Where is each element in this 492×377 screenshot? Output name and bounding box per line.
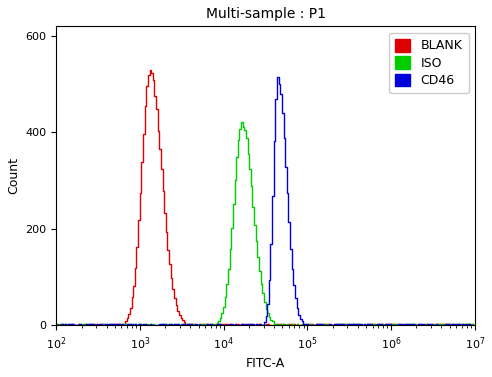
BLANK [187,322,193,327]
CD46 [214,322,219,327]
BLANK [395,322,401,326]
Y-axis label: Count: Count [7,157,20,194]
ISO [238,120,244,124]
BLANK [94,323,100,328]
Title: Multi-sample : P1: Multi-sample : P1 [206,7,326,21]
BLANK [147,68,153,72]
Line: ISO: ISO [57,122,473,325]
ISO [395,323,401,327]
CD46 [186,322,192,327]
ISO [152,323,157,328]
CD46 [395,322,401,326]
BLANK [263,322,269,326]
Line: BLANK: BLANK [57,70,473,325]
BLANK [210,323,216,327]
CD46 [470,323,476,327]
CD46 [57,323,62,327]
Legend: BLANK, ISO, CD46: BLANK, ISO, CD46 [389,32,468,93]
ISO [263,306,269,311]
BLANK [470,323,476,327]
CD46 [237,322,243,327]
ISO [209,323,215,327]
BLANK [215,322,221,326]
BLANK [238,322,244,326]
X-axis label: FITC-A: FITC-A [246,357,285,370]
ISO [214,320,219,325]
CD46 [261,319,267,324]
ISO [237,126,243,131]
CD46 [274,75,280,79]
Line: CD46: CD46 [57,77,473,325]
ISO [186,322,192,326]
CD46 [54,322,60,327]
BLANK [54,322,60,326]
ISO [470,322,476,326]
ISO [54,323,60,327]
CD46 [209,322,215,327]
